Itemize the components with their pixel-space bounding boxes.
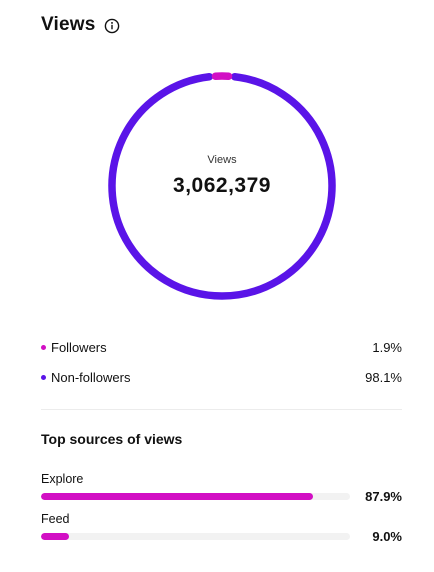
legend-label-followers: Followers (51, 339, 107, 355)
legend-value-followers: 1.9% (372, 339, 402, 355)
views-donut-chart: Views 3,062,379 (106, 70, 338, 302)
non-followers-dot-icon (41, 374, 46, 380)
source-bar-track-explore (41, 492, 350, 500)
donut-caption: Views (207, 154, 237, 166)
source-row-explore: 87.9% (41, 488, 402, 504)
legend-label-non-followers: Non-followers (51, 369, 131, 385)
source-label-feed: Feed (41, 512, 70, 526)
legend-item-followers: Followers 1.9% (41, 337, 402, 357)
info-icon[interactable] (104, 18, 120, 34)
followers-dot-icon (41, 344, 46, 350)
views-header: Views (41, 14, 120, 36)
legend-item-non-followers: Non-followers 98.1% (41, 367, 402, 387)
top-sources-title: Top sources of views (41, 431, 183, 447)
page-title: Views (41, 14, 96, 35)
source-label-explore: Explore (41, 472, 84, 486)
donut-segment-non-followers (108, 72, 336, 300)
source-bar-fill-explore (41, 492, 313, 500)
legend-value-non-followers: 98.1% (365, 369, 402, 385)
source-row-feed: 9.0% (41, 528, 402, 544)
source-bar-fill-feed (41, 532, 69, 540)
source-value-explore: 87.9% (365, 488, 402, 504)
source-value-feed: 9.0% (372, 528, 402, 544)
source-bar-track-feed (41, 532, 350, 540)
donut-total-value: 3,062,379 (173, 174, 271, 197)
divider (41, 409, 402, 410)
